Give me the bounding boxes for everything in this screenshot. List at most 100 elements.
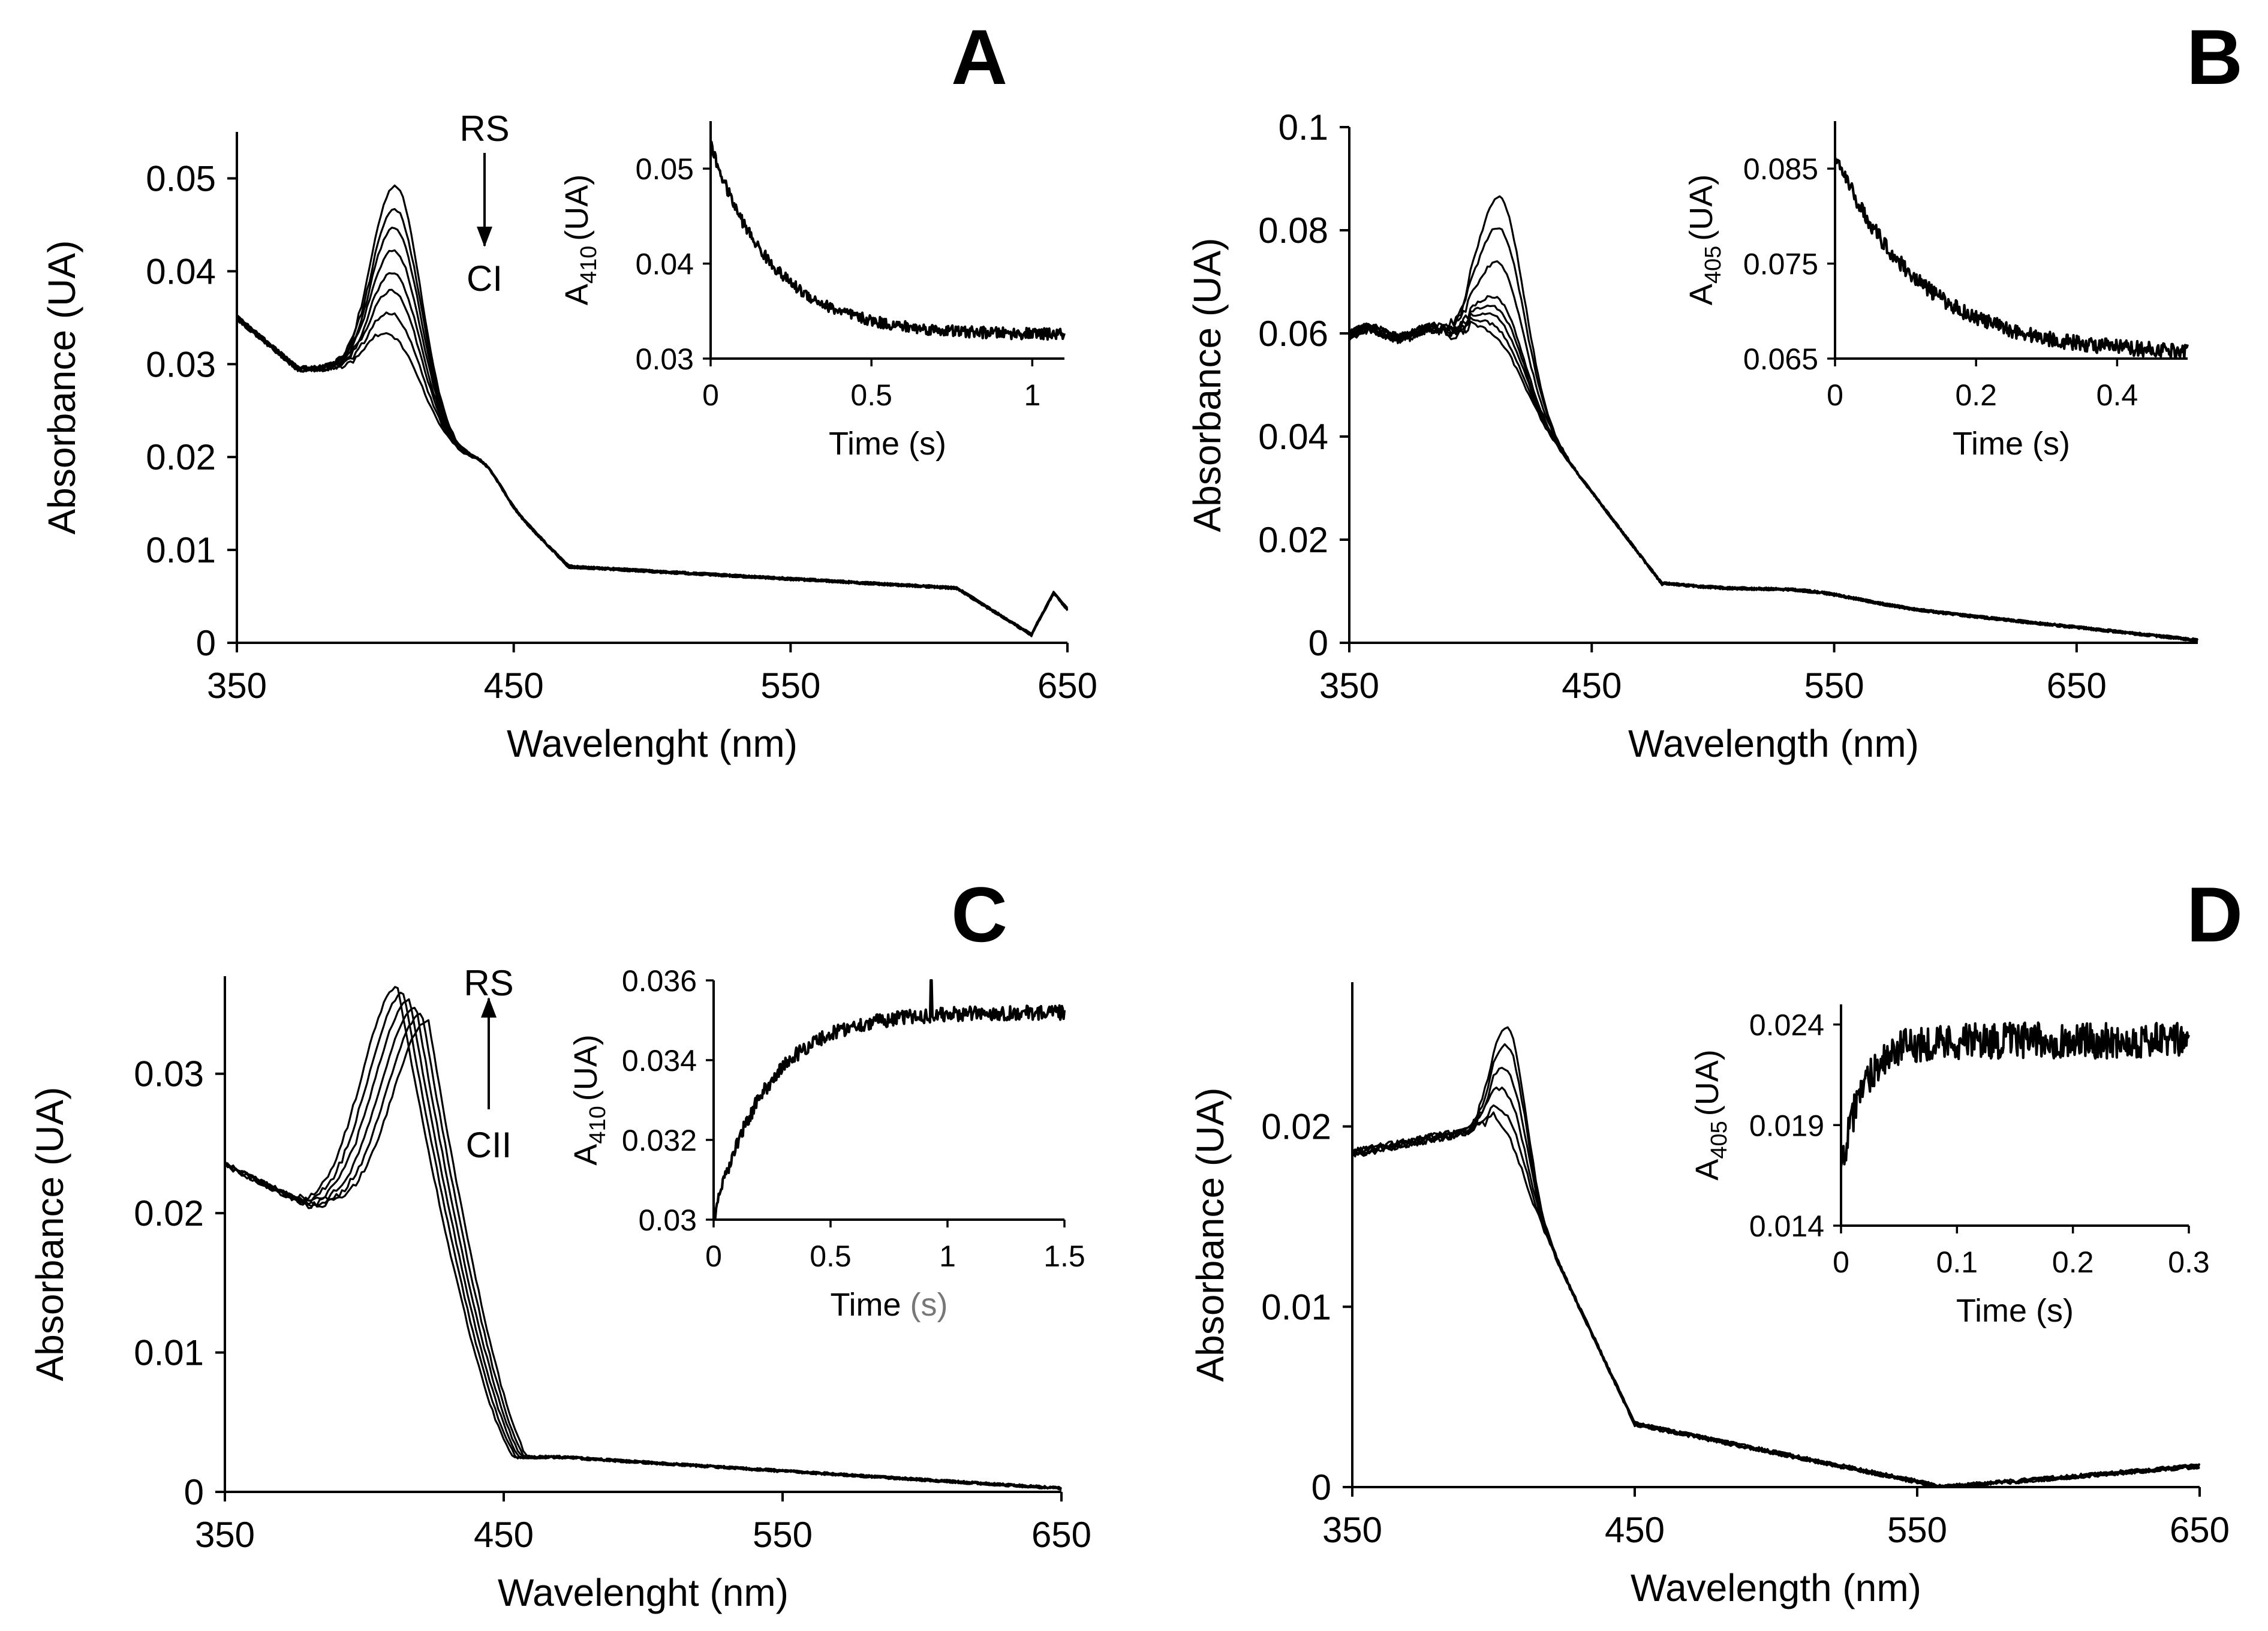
panel-a: A 350 450 550 650 0 0.01 0.02 0.03 0.04 0.05 Wavele… <box>40 13 1097 765</box>
y-tick-label: 0.03 <box>146 344 216 384</box>
inset-y-label-main: A <box>1683 284 1719 305</box>
inset-x-axis-label: Time (s) <box>831 1287 948 1323</box>
x-tick-label: 450 <box>474 1515 534 1555</box>
spectrum-line <box>1348 227 2199 642</box>
inset-y-tick-label: 0.036 <box>622 964 697 998</box>
x-tick-label: 550 <box>753 1515 813 1555</box>
inset-y-tick-label: 0.085 <box>1743 152 1818 186</box>
x-tick-label: 450 <box>484 666 544 706</box>
inset-y-tick-label: 0.065 <box>1743 342 1818 376</box>
x-tick-label: 650 <box>1037 666 1097 706</box>
x-tick-label: 650 <box>2170 1510 2230 1550</box>
spectrum-line <box>236 319 1069 636</box>
inset-y-label-sub: 410 <box>585 1106 610 1143</box>
inset-x-tick-label: 0.1 <box>1936 1245 1978 1279</box>
x-axis-label: Wavelength (nm) <box>1628 722 1919 765</box>
inset-y-tick-label: 0.03 <box>639 1203 697 1237</box>
arrow-label-top: RS <box>464 963 513 1003</box>
y-axis-label: Absorbance (UA) <box>40 240 83 535</box>
inset-x-tick-label: 0.4 <box>2096 378 2138 412</box>
inset-kinetic-trace <box>709 140 1066 341</box>
x-tick-label: 550 <box>760 666 820 706</box>
inset-y-tick-label: 0.024 <box>1749 1009 1824 1042</box>
inset-x-tick-label: 0 <box>1833 1245 1849 1279</box>
spectrum-line <box>236 288 1069 635</box>
x-tick-label: 550 <box>1887 1510 1947 1550</box>
arrow-head <box>477 227 492 247</box>
y-tick-label: 0.06 <box>1258 314 1328 354</box>
inset-x-tick-label: 1.5 <box>1043 1239 1085 1273</box>
y-axis-label: Absorbance (UA) <box>28 1087 71 1382</box>
y-tick-label: 0.08 <box>1258 210 1328 251</box>
y-axis-label: Absorbance (UA) <box>1186 238 1229 532</box>
inset-y-label-sub: 410 <box>576 246 601 284</box>
spectrum-line <box>224 1019 1062 1491</box>
y-tick-label: 0 <box>196 623 216 663</box>
x-tick-label: 450 <box>1562 666 1622 706</box>
y-tick-label: 0.1 <box>1279 107 1328 148</box>
y-tick-label: 0.03 <box>134 1054 204 1094</box>
spectrum-line <box>224 1012 1062 1490</box>
x-axis-label: Wavelenght (nm) <box>507 722 798 765</box>
inset-y-tick-label: 0.014 <box>1749 1209 1824 1243</box>
inset-y-label-unit: (UA) <box>568 1034 604 1101</box>
inset-x-tick-label: 0 <box>705 1239 722 1273</box>
inset-y-tick-label: 0.04 <box>636 248 694 281</box>
y-tick-label: 0.02 <box>1261 1107 1331 1147</box>
inset-y-label-unit: (UA) <box>559 174 595 241</box>
inset-kinetic-trace <box>712 979 1066 1221</box>
inset-y-tick-label: 0.075 <box>1743 248 1818 281</box>
x-tick-label: 650 <box>2047 666 2107 706</box>
inset-y-tick-label: 0.05 <box>636 152 694 186</box>
inset-y-axis-label: A410 (UA) <box>559 174 601 305</box>
arrow-head <box>481 997 497 1018</box>
inset-x-axis-label: Time (s) <box>829 426 946 462</box>
x-tick-label: 550 <box>1804 666 1864 706</box>
y-tick-label: 0.04 <box>146 251 216 291</box>
panel-c: C 350 450 550 650 0 0.01 0.02 0.03 Wavelenght (nm… <box>28 871 1091 1614</box>
inset-y-tick-label: 0.034 <box>622 1044 697 1078</box>
panel-b: B 350 450 550 650 0 0.02 0.04 0.06 0.08 0.1 Wavelen… <box>1186 13 2243 765</box>
y-tick-label: 0 <box>1312 1467 1331 1507</box>
inset-x-tick-label: 0 <box>1827 378 1843 412</box>
inset-y-label-main: A <box>568 1144 604 1166</box>
y-tick-label: 0.05 <box>146 158 216 198</box>
inset-y-tick-label: 0.032 <box>622 1124 697 1157</box>
x-axis-label: Wavelenght (nm) <box>498 1571 789 1614</box>
y-tick-label: 0.01 <box>146 530 216 570</box>
inset-kinetic-trace <box>1834 157 2189 360</box>
y-tick-label: 0.01 <box>134 1333 204 1373</box>
inset-x-tick-label: 0.3 <box>2168 1245 2210 1279</box>
inset-y-label-sub: 405 <box>1707 1121 1732 1158</box>
panel-d: D 350 450 550 650 0 0.01 0.02 Wavelength (nm) Abs… <box>1189 871 2243 1609</box>
panel-letter-b: B <box>2186 13 2243 101</box>
x-tick-label: 350 <box>1322 1510 1382 1550</box>
x-tick-label: 350 <box>207 666 267 706</box>
inset-y-axis-label: A410 (UA) <box>568 1034 610 1165</box>
inset-x-label-main: Time <box>831 1287 910 1323</box>
x-tick-label: 350 <box>195 1515 255 1555</box>
inset-x-axis-label: Time (s) <box>1956 1293 2074 1329</box>
spectrum-line <box>1352 1111 2200 1488</box>
spectrum-line <box>1351 1087 2201 1488</box>
inset-y-label-sub: 405 <box>1701 246 1726 284</box>
spectrum-line <box>1348 320 2198 642</box>
x-axis-label: Wavelength (nm) <box>1631 1566 1921 1609</box>
inset-b: 0 0.2 0.4 0.065 0.075 0.085 Time (s) A405 (UA) <box>1683 121 2189 462</box>
y-tick-label: 0.02 <box>1258 520 1328 560</box>
inset-y-label-unit: (UA) <box>1683 174 1719 241</box>
y-tick-label: 0.02 <box>134 1193 204 1233</box>
x-tick-label: 650 <box>1031 1515 1091 1555</box>
inset-y-label-main: A <box>1689 1159 1725 1181</box>
inset-c: 0 0.5 1 1.5 0.03 0.032 0.034 0.036 Time (s) A410 (… <box>568 964 1085 1323</box>
y-tick-label: 0.04 <box>1258 417 1328 457</box>
inset-x-tick-label: 0 <box>702 378 719 412</box>
inset-x-tick-label: 0.2 <box>1955 378 1997 412</box>
inset-x-tick-label: 1 <box>939 1239 956 1273</box>
spectrum-line <box>224 1007 1062 1490</box>
y-tick-label: 0 <box>1309 623 1328 663</box>
inset-d: 0 0.1 0.2 0.3 0.014 0.019 0.024 Time (s) A405 (UA… <box>1689 1004 2210 1329</box>
inset-x-tick-label: 0.5 <box>810 1239 852 1273</box>
inset-x-tick-label: 1 <box>1024 378 1040 412</box>
